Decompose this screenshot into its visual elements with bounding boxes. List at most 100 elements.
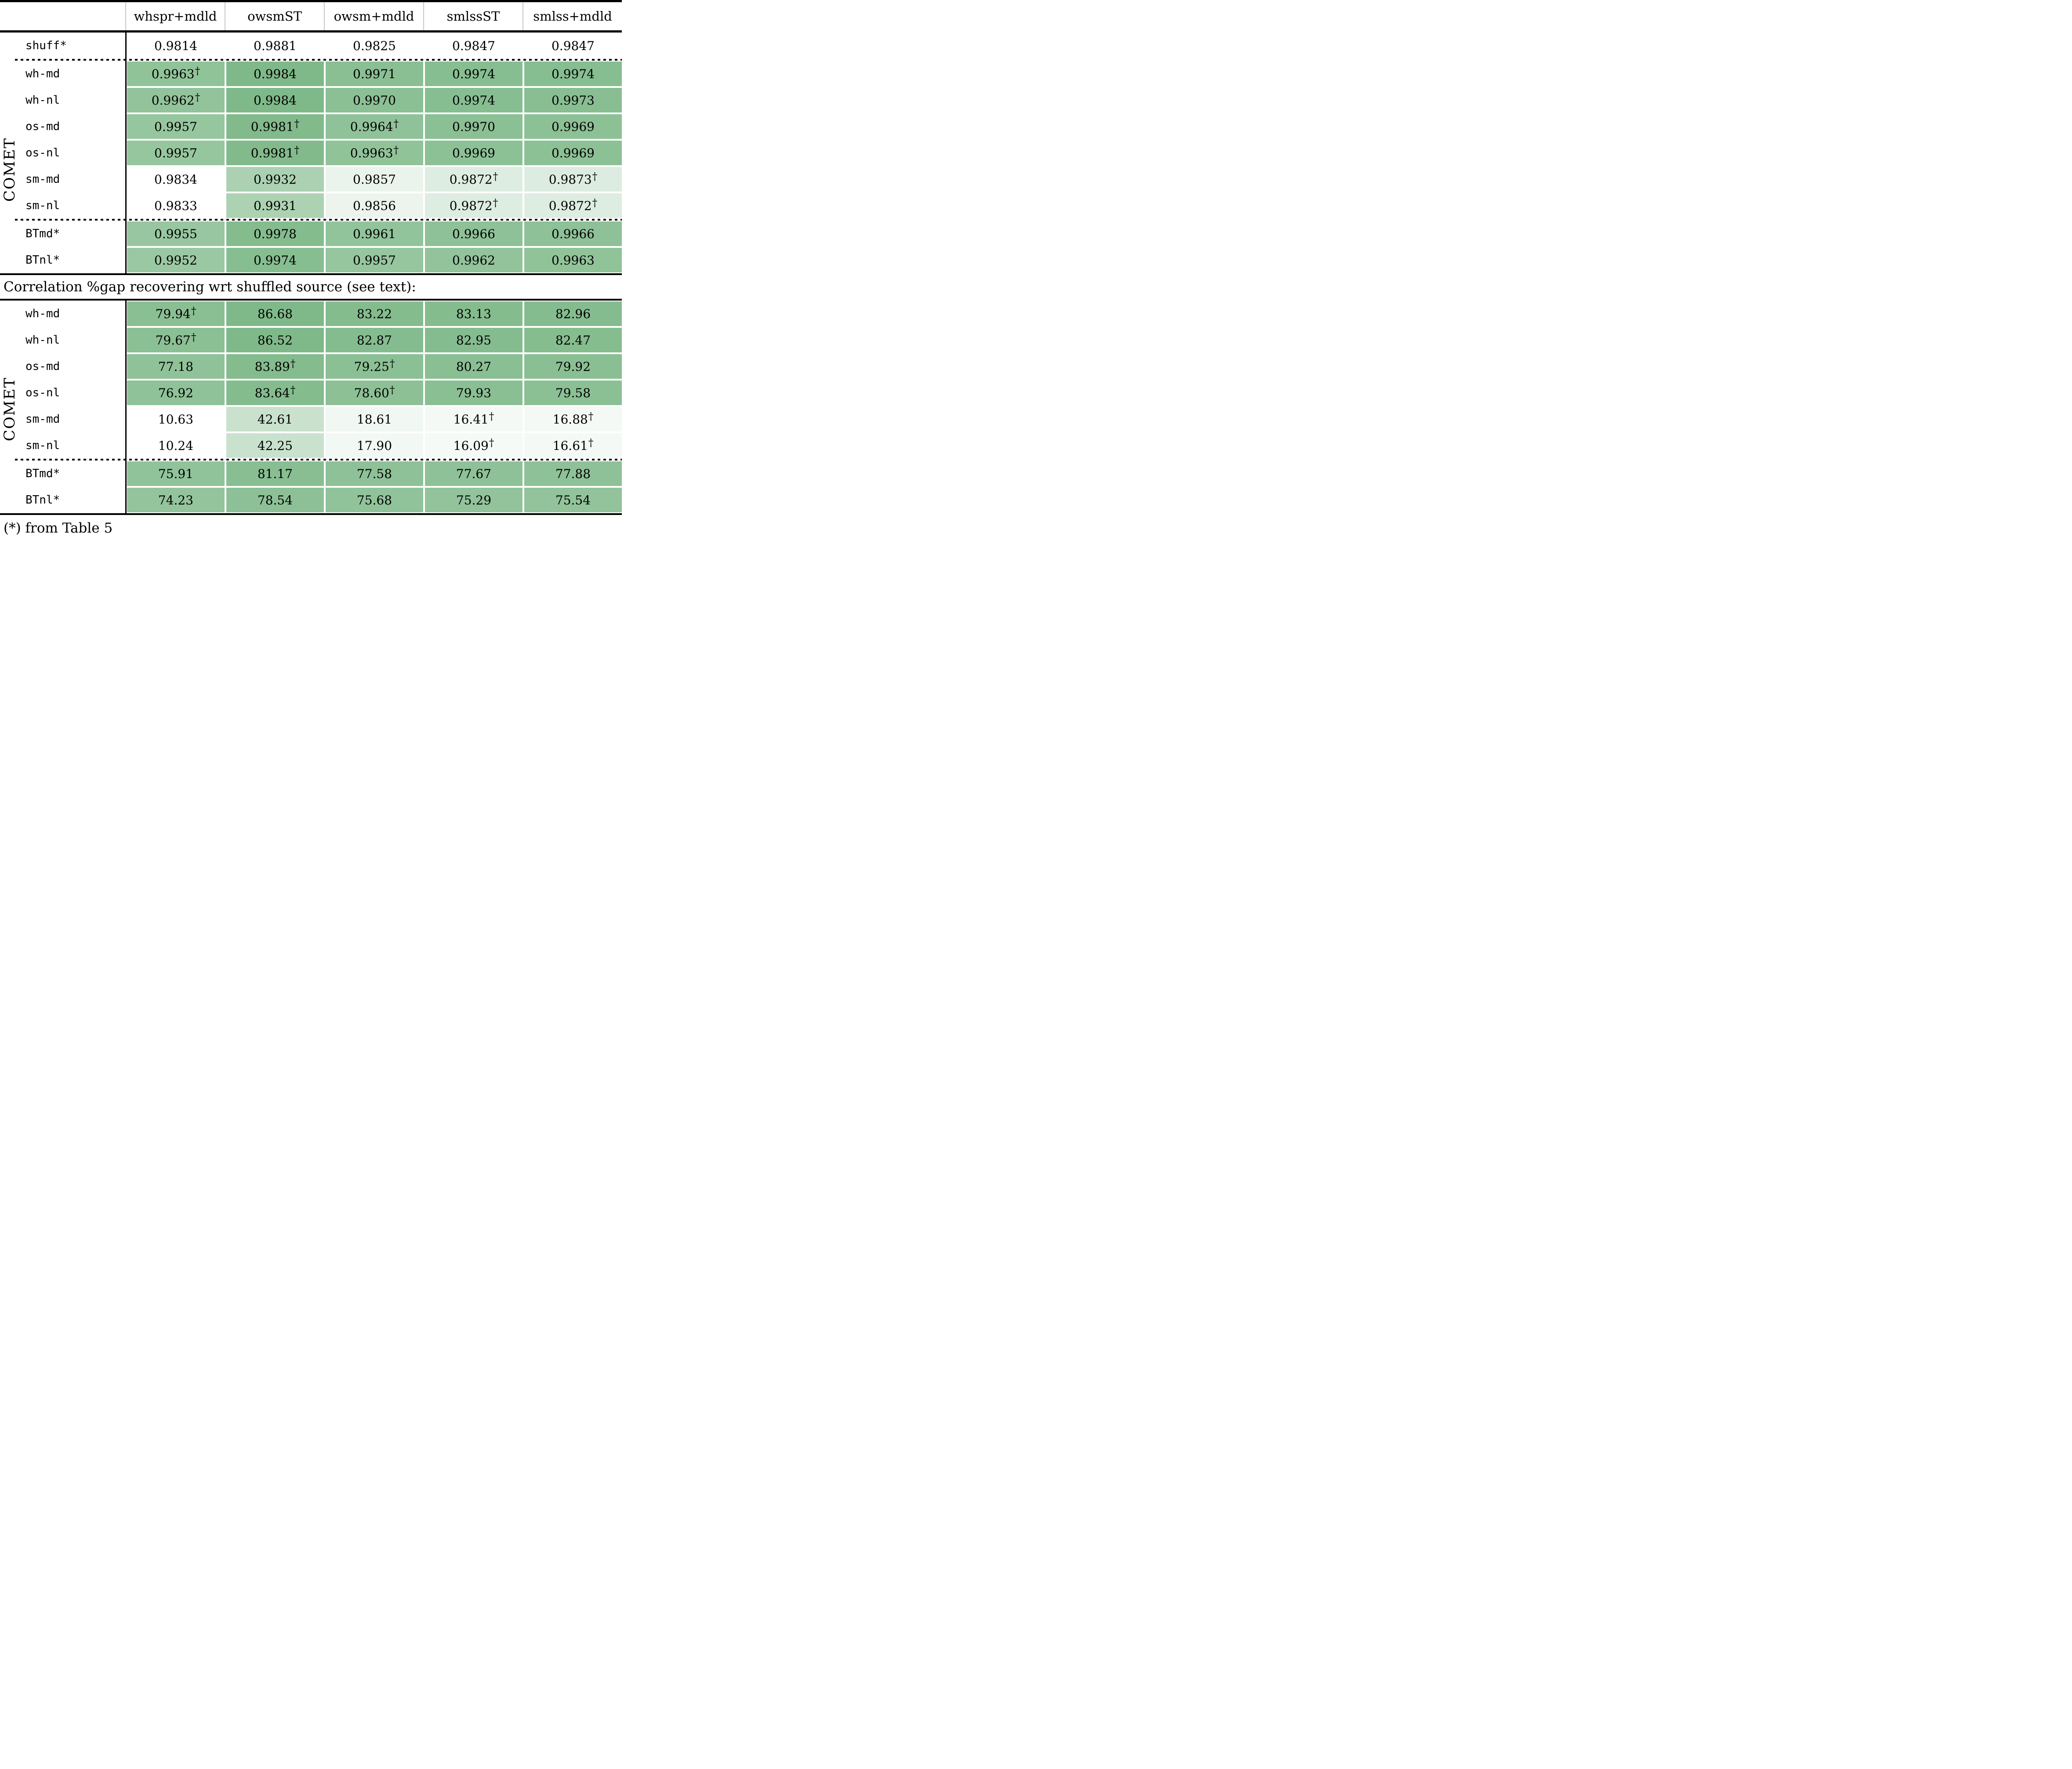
value-cell: 16.41 † [425, 407, 523, 431]
dagger-mark: † [592, 197, 598, 209]
row-label: os-md [0, 113, 125, 140]
row-label: os-nl [0, 140, 125, 166]
value-cell: 86.52 [226, 328, 324, 352]
value-cell: 0.9931 [226, 193, 324, 218]
value-cell: 0.9966 [524, 221, 622, 246]
row-label: BTmd* [0, 460, 125, 487]
value-cell: 79.67 † [127, 328, 225, 352]
row-label: sm-nl [0, 192, 125, 219]
value-cell: 16.61 † [524, 433, 622, 458]
value-cell: 0.9847 [552, 38, 595, 53]
section-divider-rule-bottom [0, 299, 622, 301]
value-cell: 0.9964 † [326, 114, 423, 139]
column-header-owsm+mdld: owsm+mdld [324, 2, 423, 30]
value-cell: 0.9974 [226, 248, 324, 272]
bottom-rule [0, 513, 622, 515]
value-cell: 0.9969 [425, 141, 523, 165]
value-cell: 0.9974 [524, 62, 622, 86]
value-cell: 86.68 [226, 301, 324, 326]
group-label-comet: COMET [1, 138, 18, 202]
value-cell: 82.96 [524, 301, 622, 326]
value-cell: 0.9814 [154, 38, 197, 53]
value-cell: 16.09 † [425, 433, 523, 458]
row-label: BTnl* [0, 487, 125, 513]
value-cell: 83.89 † [226, 354, 324, 379]
dagger-mark: † [592, 170, 598, 182]
table-row-sm-md: sm-md 10.63 42.61 18.61 16.41 † 16.88 † [0, 406, 622, 432]
divider-text: Correlation %gap recovering wrt shuffled… [4, 279, 416, 295]
section-comet-gap-recovery: COMET wh-md 79.94 † 86.68 83.22 83.13 82.96 wh-n… [0, 301, 622, 513]
value-cell: 77.18 [127, 354, 225, 379]
value-cell: 0.9963 † [326, 141, 423, 165]
value-cell: 0.9974 [425, 62, 523, 86]
dagger-mark: † [393, 118, 399, 130]
dagger-mark: † [588, 437, 594, 449]
value-cell: 0.9973 [524, 88, 622, 112]
value-cell: 81.17 [226, 461, 324, 486]
value-cell: 77.58 [326, 461, 423, 486]
dagger-mark: † [195, 91, 200, 103]
value-cell: 0.9970 [326, 88, 423, 112]
value-cell: 0.9872 † [425, 167, 523, 192]
value-cell: 0.9957 [326, 248, 423, 272]
value-cell: 79.93 [425, 381, 523, 405]
value-cell: 0.9932 [226, 167, 324, 192]
value-cell: 0.9952 [127, 248, 225, 272]
value-cell: 0.9971 [326, 62, 423, 86]
dagger-mark: † [389, 358, 395, 370]
value-cell: 0.9847 [452, 38, 495, 53]
value-cell: 0.9834 [127, 167, 225, 192]
column-header-smlssST: smlssST [423, 2, 523, 30]
value-cell: 10.24 [127, 433, 225, 458]
value-cell: 0.9825 [353, 38, 396, 53]
value-cell: 0.9969 [524, 114, 622, 139]
value-cell: 77.67 [425, 461, 523, 486]
value-cell: 79.25 † [326, 354, 423, 379]
dagger-mark: † [489, 410, 494, 422]
results-table: whspr+mdld owsmST owsm+mdld smlssST smlss+md… [0, 0, 622, 545]
value-cell: 0.9856 [326, 193, 423, 218]
header-corner [0, 2, 125, 30]
value-cell: 0.9969 [524, 141, 622, 165]
table-row-os-nl: os-nl 0.9957 0.9981 † 0.9963 † 0.9969 0.9969 [0, 140, 622, 166]
value-cell: 0.9961 [326, 221, 423, 246]
dagger-mark: † [294, 118, 300, 130]
table-row-BTmd: BTmd* 75.91 81.17 77.58 77.67 77.88 [0, 460, 622, 487]
dagger-mark: † [294, 144, 300, 156]
value-cell: 75.54 [524, 488, 622, 512]
row-label: wh-md [0, 61, 125, 87]
value-cell: 82.95 [425, 328, 523, 352]
row-label: wh-nl [0, 327, 125, 353]
section-divider-rule-top [0, 273, 622, 275]
value-cell: 0.9957 [127, 114, 225, 139]
column-header-whspr+mdld: whspr+mdld [125, 2, 225, 30]
row-label: wh-md [0, 301, 125, 327]
dagger-mark: † [588, 410, 594, 422]
column-header-owsmST: owsmST [225, 2, 324, 30]
row-label: os-md [0, 353, 125, 380]
value-cell: 0.9970 [425, 114, 523, 139]
value-cell: 82.47 [524, 328, 622, 352]
value-cell: 0.9963 † [127, 62, 225, 86]
table-row-BTnl: BTnl* 74.23 78.54 75.68 75.29 75.54 [0, 487, 622, 513]
dagger-mark: † [489, 437, 494, 449]
value-cell: 79.58 [524, 381, 622, 405]
value-cell: 0.9984 [226, 62, 324, 86]
table-row-os-md: os-md 77.18 83.89 † 79.25 † 80.27 79.92 [0, 353, 622, 380]
value-cell: 0.9872 † [524, 193, 622, 218]
value-cell: 75.29 [425, 488, 523, 512]
value-cell: 79.92 [524, 354, 622, 379]
row-label: sm-md [0, 166, 125, 192]
value-cell: 0.9981 † [226, 141, 324, 165]
table-row-BTmd: BTmd* 0.9955 0.9978 0.9961 0.9966 0.9966 [0, 221, 622, 247]
value-cell: 0.9857 [326, 167, 423, 192]
table-row-sm-md: sm-md 0.9834 0.9932 0.9857 0.9872 † 0.9873 † [0, 166, 622, 192]
value-cell: 0.9962 † [127, 88, 225, 112]
value-cell: 75.68 [326, 488, 423, 512]
value-cell: 0.9872 † [425, 193, 523, 218]
dagger-mark: † [389, 384, 395, 396]
dagger-mark: † [191, 331, 196, 343]
value-cell: 42.61 [226, 407, 324, 431]
value-cell: 0.9962 [425, 248, 523, 272]
row-label: shuff* [0, 33, 125, 59]
